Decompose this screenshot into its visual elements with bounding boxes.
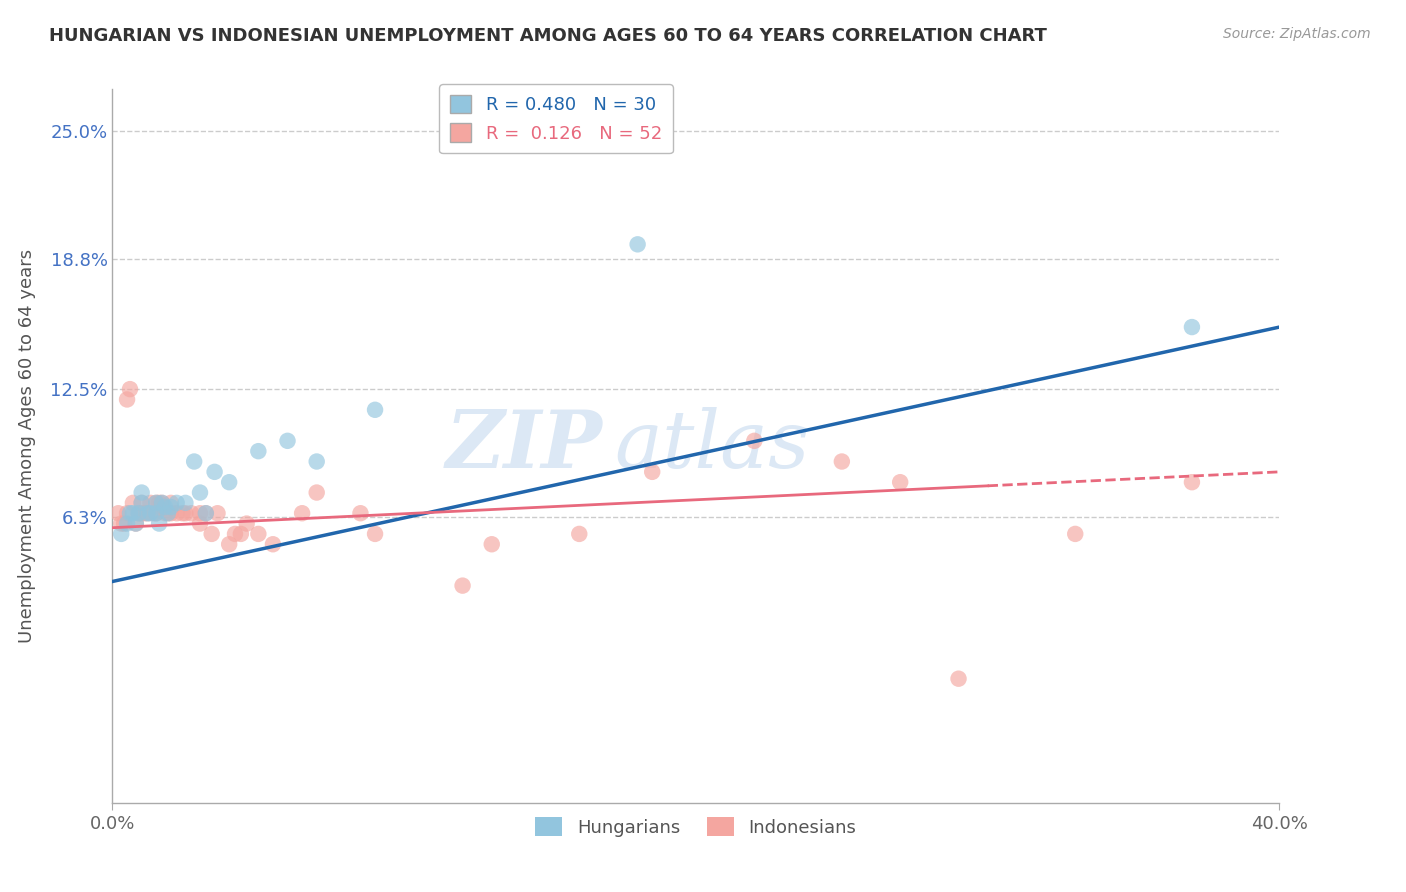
- Text: ZIP: ZIP: [446, 408, 603, 484]
- Point: [136, 506, 159, 520]
- Point: [305, 454, 328, 468]
- Point: [118, 382, 141, 396]
- Point: [188, 516, 211, 531]
- Point: [160, 500, 183, 514]
- Point: [194, 506, 217, 520]
- Point: [160, 506, 183, 520]
- Point: [110, 516, 132, 531]
- Point: [218, 537, 240, 551]
- Point: [107, 506, 129, 520]
- Point: [115, 506, 138, 520]
- Point: [364, 527, 387, 541]
- Point: [145, 506, 167, 520]
- Point: [153, 500, 176, 514]
- Point: [115, 516, 138, 531]
- Point: [889, 475, 911, 490]
- Point: [742, 434, 765, 448]
- Point: [134, 506, 156, 520]
- Point: [229, 527, 252, 541]
- Point: [627, 237, 650, 252]
- Point: [148, 516, 170, 531]
- Point: [145, 506, 167, 520]
- Point: [166, 496, 188, 510]
- Point: [174, 506, 197, 520]
- Point: [128, 506, 150, 520]
- Point: [125, 516, 148, 531]
- Point: [180, 506, 202, 520]
- Point: [160, 496, 183, 510]
- Point: [150, 496, 173, 510]
- Point: [1064, 527, 1087, 541]
- Point: [235, 516, 257, 531]
- Point: [136, 506, 159, 520]
- Point: [139, 496, 162, 510]
- Point: [207, 506, 229, 520]
- Text: atlas: atlas: [614, 408, 810, 484]
- Point: [125, 516, 148, 531]
- Point: [568, 527, 591, 541]
- Point: [948, 672, 970, 686]
- Point: [262, 537, 284, 551]
- Point: [131, 506, 153, 520]
- Point: [128, 506, 150, 520]
- Point: [305, 485, 328, 500]
- Point: [145, 496, 167, 510]
- Point: [156, 506, 179, 520]
- Point: [204, 465, 226, 479]
- Point: [183, 454, 205, 468]
- Point: [112, 516, 135, 531]
- Point: [481, 537, 503, 551]
- Point: [118, 506, 141, 520]
- Point: [831, 454, 853, 468]
- Point: [201, 527, 224, 541]
- Point: [166, 506, 188, 520]
- Point: [451, 579, 474, 593]
- Point: [131, 496, 153, 510]
- Point: [1181, 320, 1204, 334]
- Point: [139, 506, 162, 520]
- Point: [145, 496, 167, 510]
- Point: [188, 485, 211, 500]
- Point: [174, 496, 197, 510]
- Point: [131, 485, 153, 500]
- Point: [115, 392, 138, 407]
- Point: [218, 475, 240, 490]
- Point: [131, 496, 153, 510]
- Point: [247, 527, 270, 541]
- Point: [224, 527, 246, 541]
- Point: [1181, 475, 1204, 490]
- Point: [110, 527, 132, 541]
- Point: [122, 506, 145, 520]
- Point: [247, 444, 270, 458]
- Point: [172, 506, 194, 520]
- Legend: Hungarians, Indonesians: Hungarians, Indonesians: [529, 810, 863, 844]
- Point: [276, 434, 298, 448]
- Point: [153, 506, 176, 520]
- Point: [188, 506, 211, 520]
- Y-axis label: Unemployment Among Ages 60 to 64 years: Unemployment Among Ages 60 to 64 years: [18, 249, 37, 643]
- Point: [156, 506, 179, 520]
- Point: [364, 402, 387, 417]
- Point: [122, 496, 145, 510]
- Text: HUNGARIAN VS INDONESIAN UNEMPLOYMENT AMONG AGES 60 TO 64 YEARS CORRELATION CHART: HUNGARIAN VS INDONESIAN UNEMPLOYMENT AMO…: [49, 27, 1047, 45]
- Point: [349, 506, 371, 520]
- Text: Source: ZipAtlas.com: Source: ZipAtlas.com: [1223, 27, 1371, 41]
- Point: [142, 506, 165, 520]
- Point: [148, 496, 170, 510]
- Point: [150, 496, 173, 510]
- Point: [641, 465, 664, 479]
- Point: [291, 506, 314, 520]
- Point: [194, 506, 217, 520]
